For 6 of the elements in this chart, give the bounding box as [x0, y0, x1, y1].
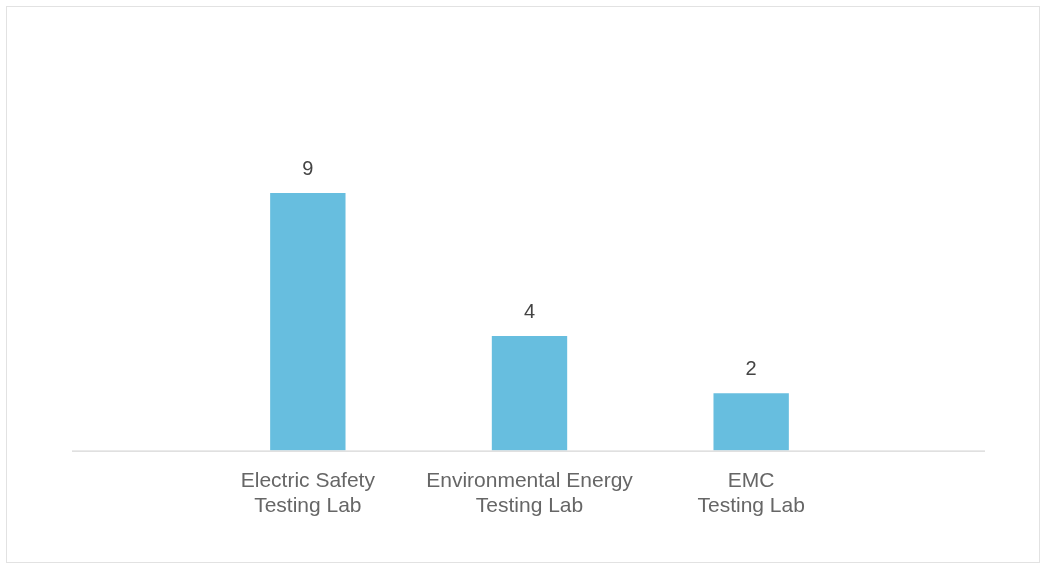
data-label: 9 [302, 156, 314, 179]
x-tick-label: EMC Testing Lab [697, 468, 805, 517]
data-label: 4 [523, 299, 536, 322]
x-tick-label: Environmental Energy Testing Lab [426, 468, 634, 517]
data-label: 2 [745, 356, 757, 379]
x-tick-label: Electric Safety Testing Lab [240, 468, 376, 517]
